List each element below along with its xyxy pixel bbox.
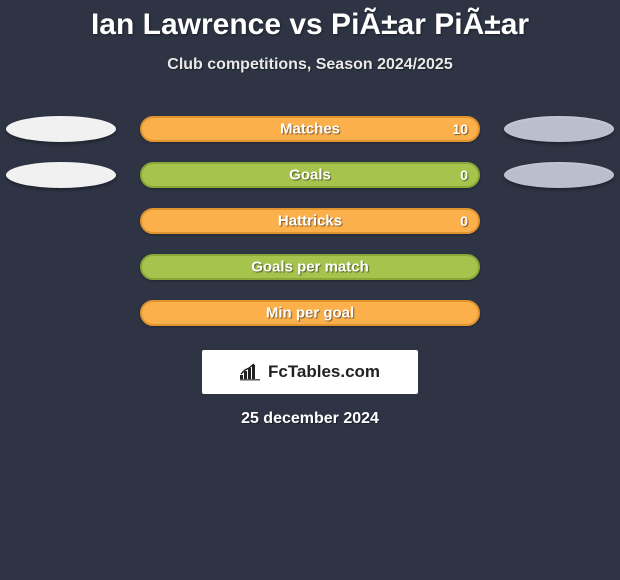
stat-row: Goals per match xyxy=(0,244,620,290)
comparison-rows: Matches 10 Goals 0 Hattricks 0 Goals per match… xyxy=(0,106,620,336)
stat-value: 10 xyxy=(452,121,468,137)
stat-row: Min per goal xyxy=(0,290,620,336)
stat-label: Goals xyxy=(289,167,331,184)
stat-label: Matches xyxy=(280,121,340,138)
page-title: Ian Lawrence vs PiÃ±ar PiÃ±ar xyxy=(0,0,620,42)
stat-row: Matches 10 xyxy=(0,106,620,152)
stat-bar: Min per goal xyxy=(140,300,480,326)
stat-bar: Goals per match xyxy=(140,254,480,280)
logo-text: FcTables.com xyxy=(268,362,380,382)
date-text: 25 december 2024 xyxy=(0,410,620,428)
page-subtitle: Club competitions, Season 2024/2025 xyxy=(0,56,620,74)
fctables-logo: FcTables.com xyxy=(202,350,418,394)
stat-label: Hattricks xyxy=(278,213,342,230)
bar-chart-icon xyxy=(240,363,262,381)
stat-bar: Hattricks 0 xyxy=(140,208,480,234)
left-ellipse xyxy=(6,116,116,142)
stat-row: Hattricks 0 xyxy=(0,198,620,244)
right-ellipse xyxy=(504,116,614,142)
stat-row: Goals 0 xyxy=(0,152,620,198)
stat-label: Goals per match xyxy=(251,259,369,276)
stat-bar: Goals 0 xyxy=(140,162,480,188)
stat-value: 0 xyxy=(460,167,468,183)
stat-value: 0 xyxy=(460,213,468,229)
stat-bar: Matches 10 xyxy=(140,116,480,142)
right-ellipse xyxy=(504,162,614,188)
stat-label: Min per goal xyxy=(266,305,354,322)
left-ellipse xyxy=(6,162,116,188)
